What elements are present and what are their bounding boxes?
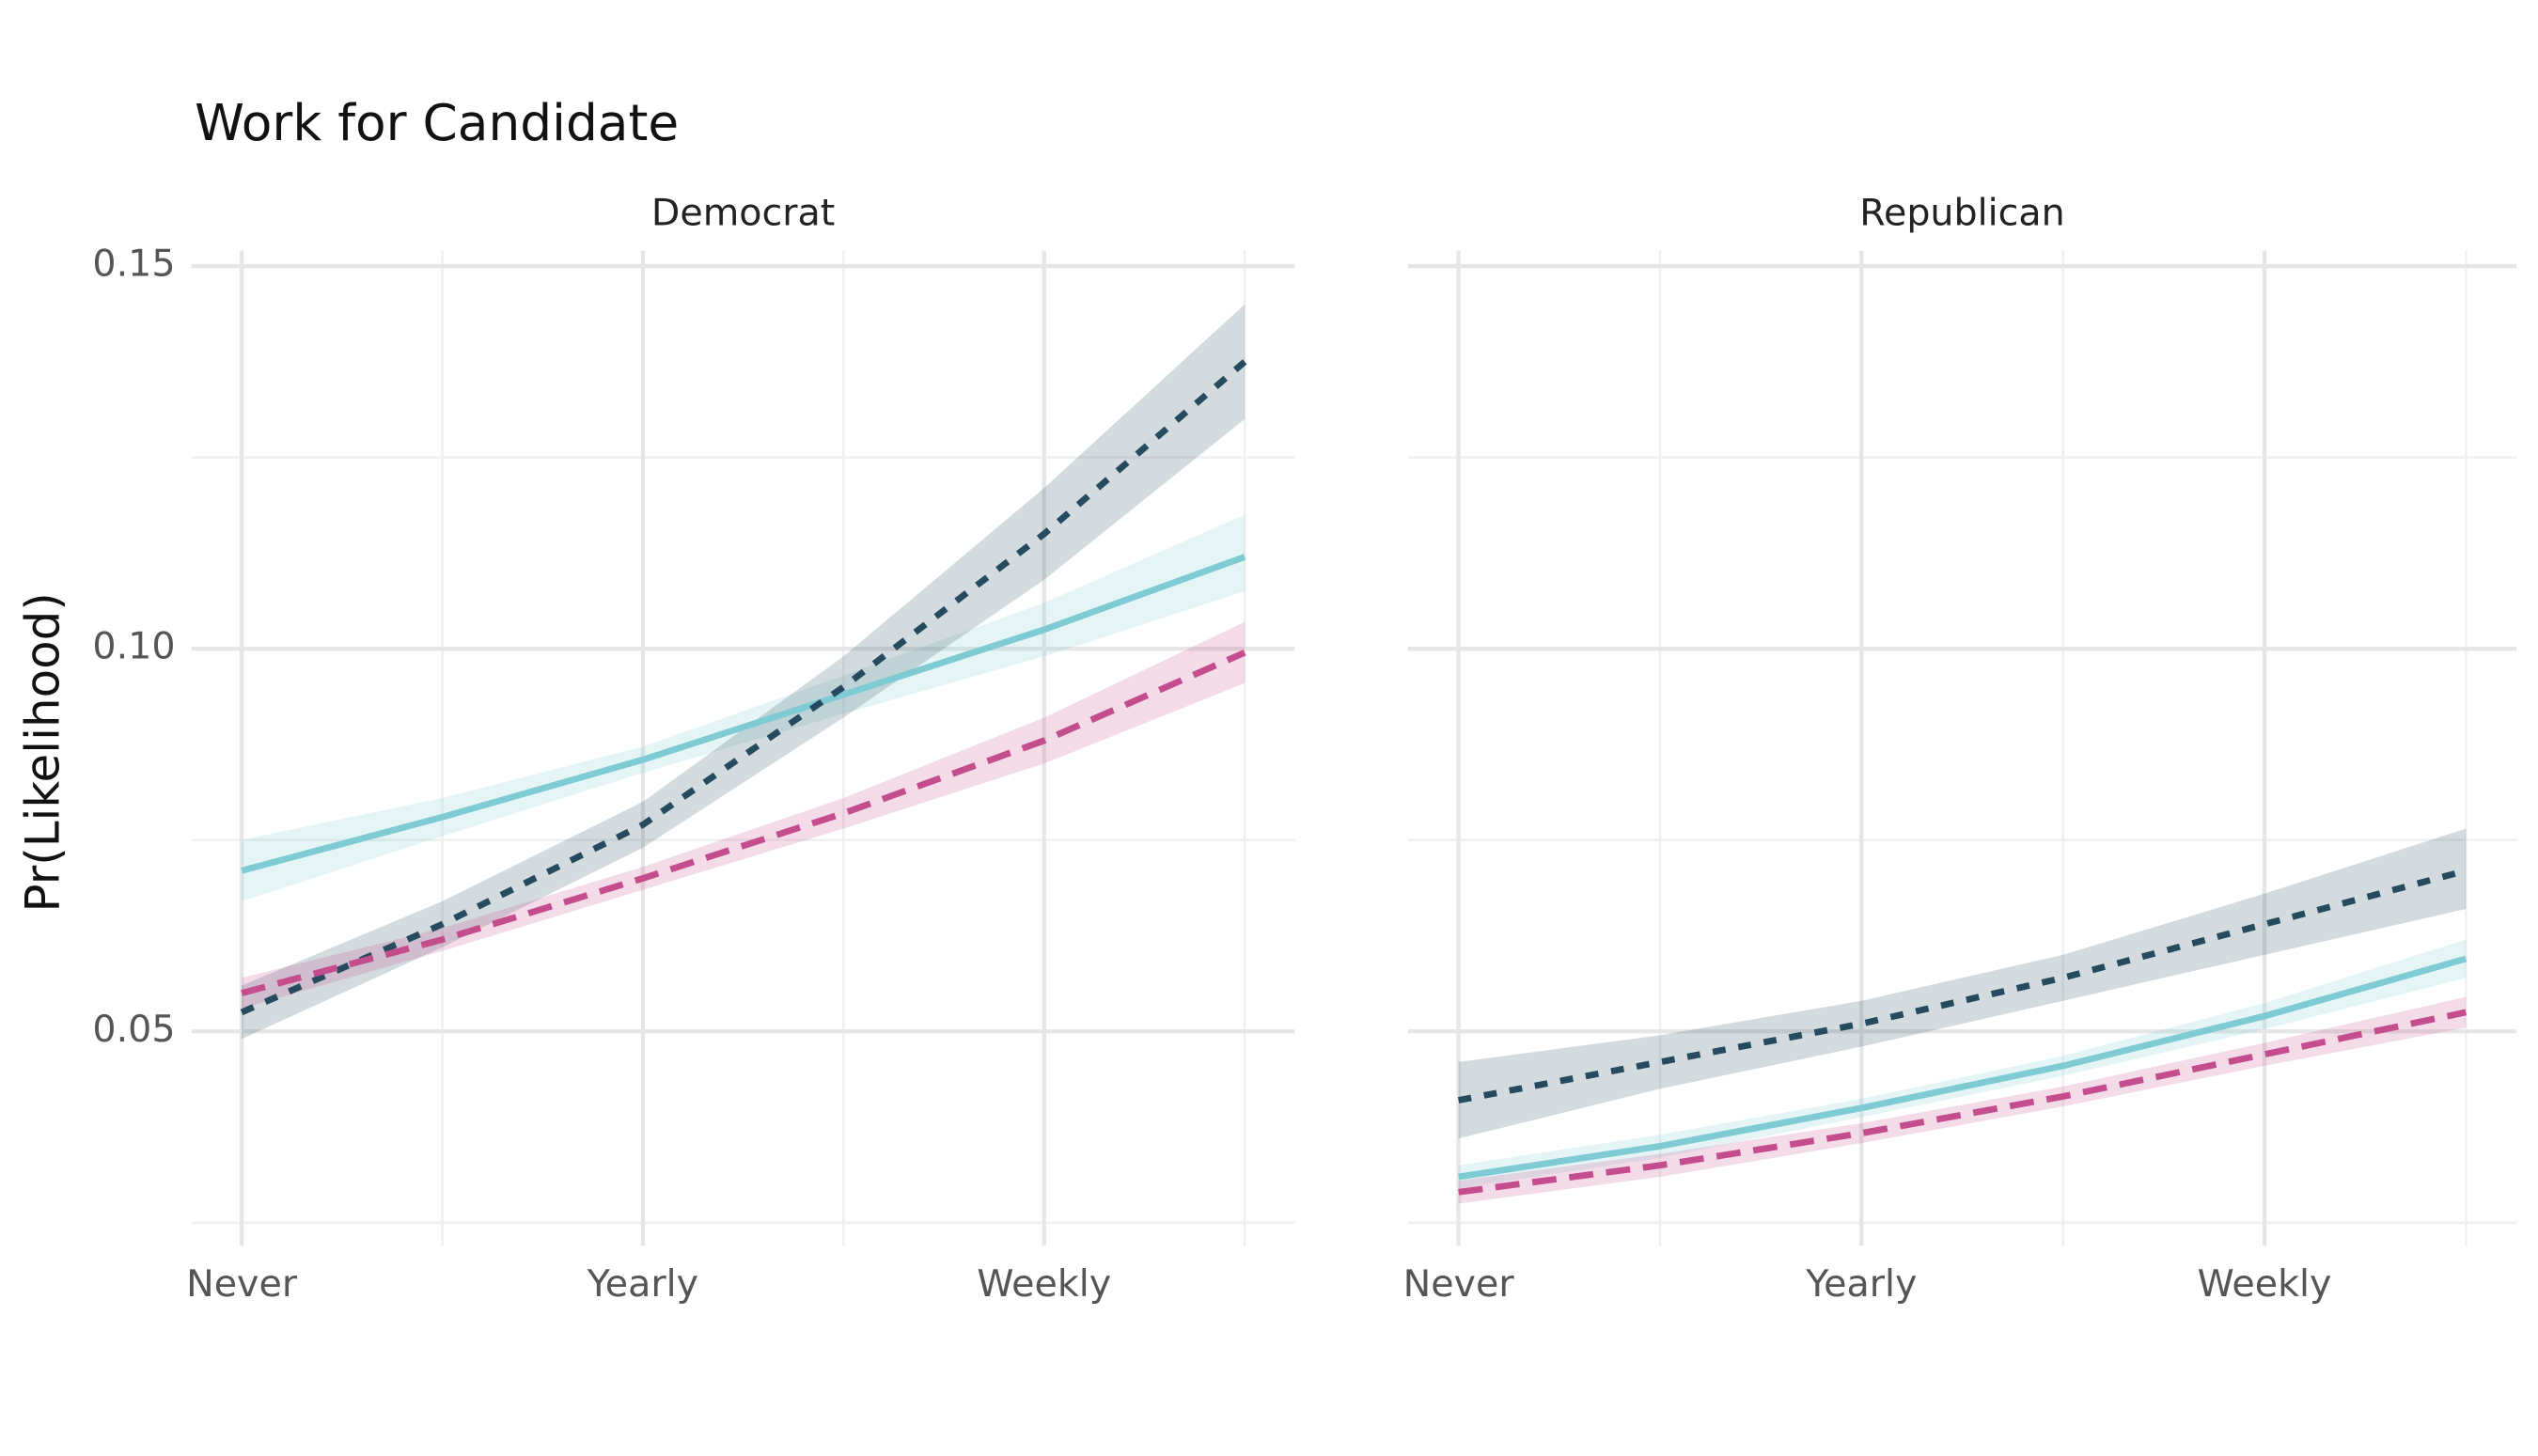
facet-title: Republican xyxy=(1859,191,2065,234)
x-tick-label: Weekly xyxy=(2198,1262,2332,1306)
line xyxy=(1457,867,2468,1104)
x-tick-label: Never xyxy=(1403,1262,1515,1306)
line xyxy=(240,359,1247,1016)
x-tick-label: Weekly xyxy=(977,1262,1111,1306)
x-tick-label: Yearly xyxy=(587,1262,698,1306)
chart-title: Work for Candidate xyxy=(195,93,679,152)
confidence-band xyxy=(242,304,1246,1040)
line xyxy=(241,650,1246,996)
confidence-band xyxy=(1458,996,2467,1204)
line xyxy=(1458,955,2468,1181)
y-axis-label: Pr(Likelihood) xyxy=(15,592,70,912)
confidence-band xyxy=(1458,939,2467,1189)
y-tick-label: 0.10 xyxy=(92,625,175,668)
line xyxy=(241,554,1246,874)
y-tick-label: 0.05 xyxy=(92,1008,175,1051)
x-tick-label: Never xyxy=(186,1262,298,1306)
y-tick-label: 0.15 xyxy=(92,243,175,286)
confidence-band xyxy=(1458,828,2467,1139)
line xyxy=(1458,1009,2468,1196)
facet-title: Democrat xyxy=(651,191,835,234)
x-tick-label: Yearly xyxy=(1805,1262,1917,1306)
